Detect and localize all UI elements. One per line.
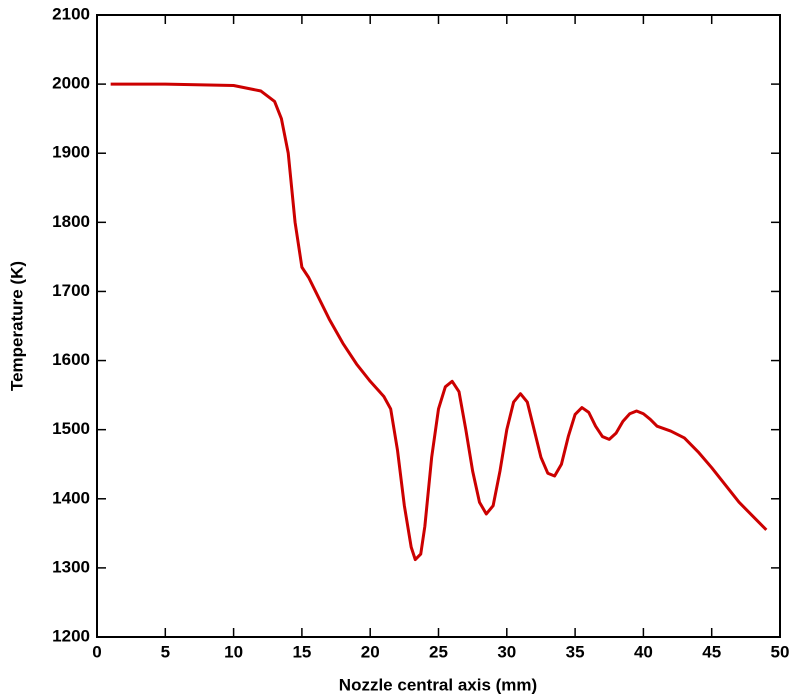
x-tick-label: 30 <box>497 642 516 661</box>
plot-frame <box>96 14 781 638</box>
x-tick-label: 25 <box>429 642 448 661</box>
x-tick-label: 5 <box>161 642 170 661</box>
y-tick-label: 1900 <box>52 143 90 162</box>
y-tick-label: 2100 <box>52 4 90 23</box>
y-tick-label: 1700 <box>52 281 90 300</box>
x-tick-label: 10 <box>224 642 243 661</box>
y-axis-label: Temperature (K) <box>7 261 26 391</box>
y-tick-label: 1300 <box>52 557 90 576</box>
x-tick-label: 35 <box>566 642 585 661</box>
x-tick-label: 0 <box>92 642 101 661</box>
y-tick-label: 1500 <box>52 419 90 438</box>
x-tick-label: 20 <box>361 642 380 661</box>
x-axis-label: Nozzle central axis (mm) <box>339 675 537 694</box>
x-tick-label: 45 <box>702 642 721 661</box>
y-tick-label: 1200 <box>52 626 90 645</box>
data-line <box>110 82 768 562</box>
y-tick-label: 1400 <box>52 488 90 507</box>
x-tick-label: 40 <box>634 642 653 661</box>
y-tick-label: 1800 <box>52 212 90 231</box>
x-tick-label: 15 <box>292 642 311 661</box>
y-tick-label: 1600 <box>52 350 90 369</box>
y-tick-label: 2000 <box>52 74 90 93</box>
x-tick-label: 50 <box>771 642 790 661</box>
